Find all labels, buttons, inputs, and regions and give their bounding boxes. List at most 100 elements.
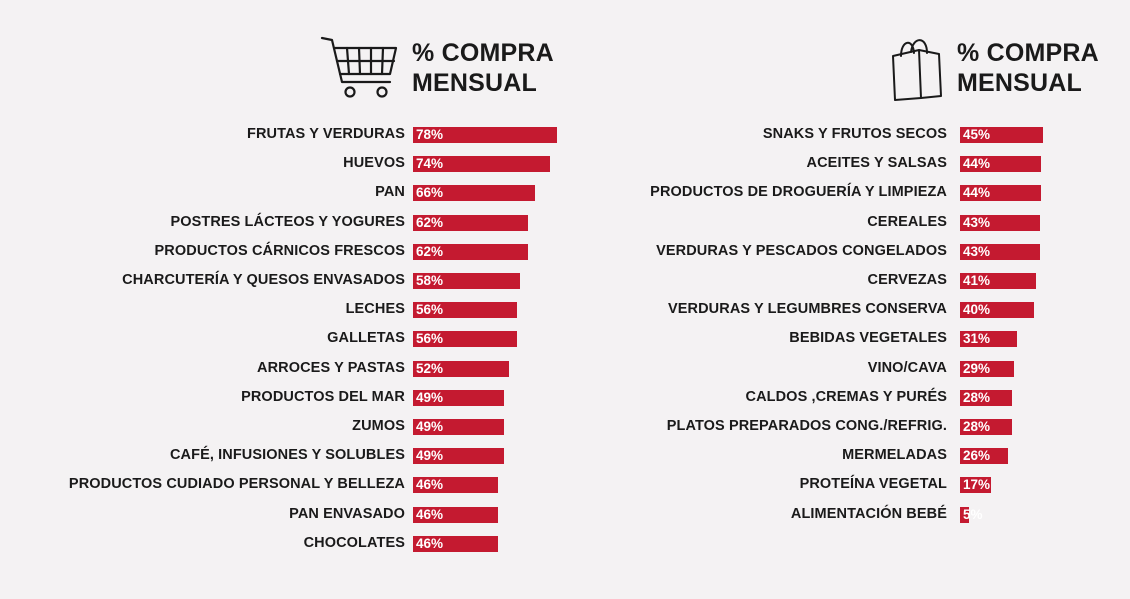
bar: 62% <box>413 214 528 231</box>
category-label: PRODUCTOS CÁRNICOS FRESCOS <box>154 242 405 259</box>
category-label: POSTRES LÁCTEOS Y YOGURES <box>170 213 405 230</box>
bar-value-label: 58% <box>416 273 444 288</box>
bar-row: PROTEÍNA VEGETAL 17% <box>565 470 1130 499</box>
bar-value-label: 49% <box>416 389 444 405</box>
chart-left-title: % COMPRA MENSUAL <box>412 38 612 98</box>
bar-row: HUEVOS 74% <box>0 149 565 178</box>
bar-row: FRUTAS Y VERDURAS 78% <box>0 120 565 149</box>
category-label: LECHES <box>345 301 405 318</box>
category-label: VERDURAS Y PESCADOS CONGELADOS <box>656 242 947 259</box>
category-label: SNAKS Y FRUTOS SECOS <box>762 126 947 142</box>
bar: 45% <box>960 127 1044 143</box>
category-label: CEREALES <box>867 213 947 230</box>
category-label: PRODUCTOS DE DROGUERÍA Y LIMPIEZA <box>650 184 947 201</box>
category-label: VINO/CAVA <box>867 359 947 376</box>
category-label: ACEITES Y SALSAS <box>806 155 947 172</box>
bar: 62% <box>413 243 528 260</box>
bar-row: PLATOS PREPARADOS CONG./REFRIG. 28% <box>565 412 1130 441</box>
category-label: GALLETAS <box>327 330 405 347</box>
bar-row: GALLETAS 56% <box>0 324 565 353</box>
bar-value-label: 41% <box>963 273 991 288</box>
bar-value-label: 40% <box>963 302 991 318</box>
title-line-2: MENSUAL <box>412 69 538 97</box>
title-line-1: % COMPRA <box>412 39 554 67</box>
category-label: PROTEÍNA VEGETAL <box>799 476 947 493</box>
bar-value-label: 44% <box>963 185 991 201</box>
bar-row: VERDURAS Y PESCADOS CONGELADOS 43% <box>565 237 1130 266</box>
category-label: VERDURAS Y LEGUMBRES CONSERVA <box>668 301 947 318</box>
bar-row: CEREALES 43% <box>565 208 1130 237</box>
bar-value-label: 66% <box>416 185 444 201</box>
bar-row: CERVEZAS 41% <box>565 266 1130 295</box>
bar-value-label: 46% <box>416 506 444 522</box>
bar-row: PAN 66% <box>0 178 565 207</box>
bar: 28% <box>960 389 1012 406</box>
bar: 46% <box>413 477 499 494</box>
bar-row: PRODUCTOS DE DROGUERÍA Y LIMPIEZA 44% <box>565 178 1130 207</box>
bar-value-label: 74% <box>416 156 444 172</box>
bar: 49% <box>413 389 504 406</box>
bar-row: ACEITES Y SALSAS 44% <box>565 149 1130 178</box>
category-label: MERMELADAS <box>842 447 947 464</box>
bar-value-label: 43% <box>963 214 991 230</box>
category-label: CERVEZAS <box>867 272 947 288</box>
bar-value-label: 28% <box>963 419 991 434</box>
bar-value-label: 56% <box>416 331 444 347</box>
bar: 56% <box>413 331 517 348</box>
bar-value-label: 62% <box>416 243 444 259</box>
title-line-2: MENSUAL <box>957 69 1083 97</box>
bar-value-label: 44% <box>963 156 991 172</box>
bar-value-label: 5% <box>963 506 983 522</box>
title-line-1: % COMPRA <box>957 39 1099 67</box>
bar: 5% <box>960 506 983 523</box>
bar-row: ARROCES Y PASTAS 52% <box>0 354 565 383</box>
bar-value-label: 31% <box>963 331 991 347</box>
category-label: PAN ENVASADO <box>289 505 405 522</box>
bar-row: SNAKS Y FRUTOS SECOS 45% <box>565 120 1130 149</box>
bar-value-label: 49% <box>416 419 444 434</box>
bar: 49% <box>413 448 504 465</box>
bar-row: PRODUCTOS CUDIADO PERSONAL Y BELLEZA 46% <box>0 470 565 499</box>
bar-value-label: 29% <box>963 360 991 376</box>
bar: 78% <box>413 127 558 143</box>
bar-row: PRODUCTOS DEL MAR 49% <box>0 383 565 412</box>
bar-row: VERDURAS Y LEGUMBRES CONSERVA 40% <box>565 295 1130 324</box>
bar: 41% <box>960 273 1036 289</box>
bar: 17% <box>960 477 992 494</box>
bar-value-label: 52% <box>416 360 444 376</box>
bar: 44% <box>960 185 1042 202</box>
bar-row: PRODUCTOS CÁRNICOS FRESCOS 62% <box>0 237 565 266</box>
bar: 43% <box>960 243 1040 260</box>
bar-row: POSTRES LÁCTEOS Y YOGURES 62% <box>0 208 565 237</box>
bar-value-label: 43% <box>963 243 991 259</box>
bar-value-label: 45% <box>963 127 991 142</box>
bar-row: BEBIDAS VEGETALES 31% <box>565 324 1130 353</box>
bar: 74% <box>413 156 550 173</box>
category-label: PRODUCTOS DEL MAR <box>241 388 405 405</box>
bar-row: CALDOS ,CREMAS Y PURÉS 28% <box>565 383 1130 412</box>
bar-row: PAN ENVASADO 46% <box>0 500 565 529</box>
bar-row: LECHES 56% <box>0 295 565 324</box>
bar: 31% <box>960 331 1018 348</box>
bar: 58% <box>413 273 521 289</box>
bar-value-label: 56% <box>416 302 444 318</box>
bar-value-label: 46% <box>416 477 444 493</box>
category-label: BEBIDAS VEGETALES <box>789 330 947 347</box>
bar-value-label: 78% <box>416 127 444 142</box>
bar-value-label: 62% <box>416 214 444 230</box>
bar: 56% <box>413 302 517 319</box>
category-label: ZUMOS <box>352 418 405 434</box>
bar: 44% <box>960 156 1042 173</box>
category-label: CHARCUTERÍA Y QUESOS ENVASADOS <box>122 272 405 288</box>
bar-row: CHOCOLATES 46% <box>0 529 565 558</box>
bar: 46% <box>413 506 499 523</box>
bar: 29% <box>960 360 1014 377</box>
bar-value-label: 26% <box>963 448 991 464</box>
category-label: CALDOS ,CREMAS Y PURÉS <box>745 388 947 405</box>
category-label: PRODUCTOS CUDIADO PERSONAL Y BELLEZA <box>68 476 405 493</box>
chart-right-title: % COMPRA MENSUAL <box>957 38 1130 98</box>
bar-row: CAFÉ, INFUSIONES Y SOLUBLES 49% <box>0 441 565 470</box>
category-label: PLATOS PREPARADOS CONG./REFRIG. <box>666 418 947 434</box>
shopping-cart-icon <box>320 36 398 98</box>
category-label: PAN <box>375 184 405 201</box>
